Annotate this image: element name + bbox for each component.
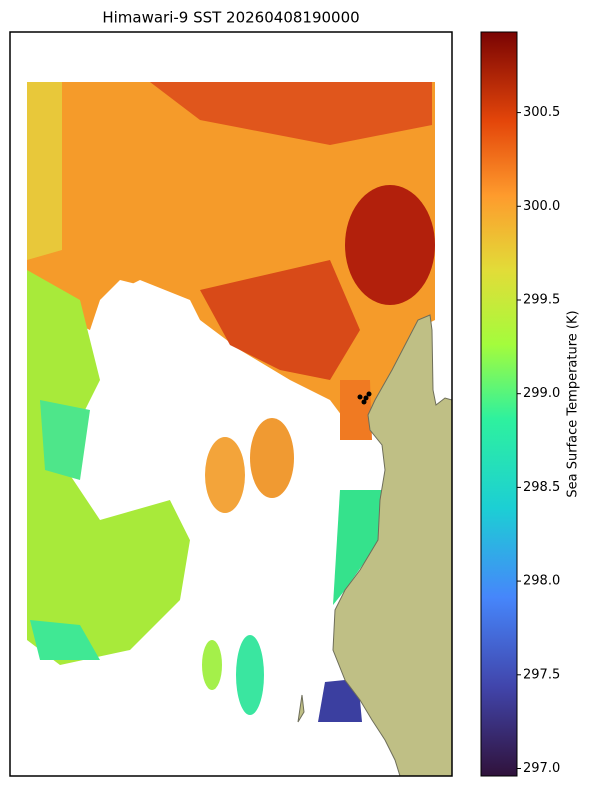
colorbar-tick-label: 300.0 — [523, 199, 560, 214]
colorbar-tick-label: 297.0 — [523, 761, 560, 776]
colorbar-tick-label: 300.5 — [523, 105, 560, 120]
colorbar — [480, 31, 518, 777]
colorbar-tick-label: 298.5 — [523, 480, 560, 495]
colorbar-tick-label: 299.0 — [523, 386, 560, 401]
stations — [357, 391, 372, 405]
map-frame — [9, 31, 453, 777]
colorbar-tick-label: 298.0 — [523, 574, 560, 589]
colorbar-label: Sea Surface Temperature (K) — [566, 310, 581, 497]
land — [332, 314, 452, 776]
colorbar-tick-label: 297.5 — [523, 667, 560, 682]
colorbar-tick-label: 299.5 — [523, 292, 560, 307]
island — [297, 694, 305, 723]
map-title: Himawari-9 SST 20260408190000 — [102, 9, 359, 27]
sst-field — [27, 82, 435, 722]
